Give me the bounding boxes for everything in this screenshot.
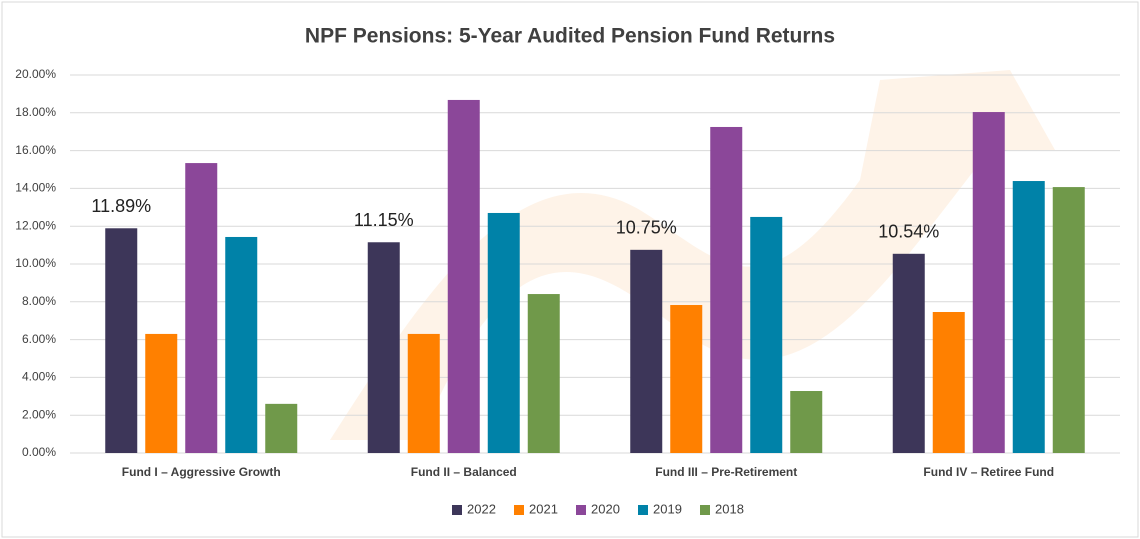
y-tick-label: 14.00% [15, 181, 56, 195]
y-tick-label: 2.00% [22, 407, 56, 421]
background-arrow [330, 70, 1055, 440]
bar [367, 242, 400, 453]
bar [225, 236, 258, 453]
bar [105, 228, 138, 453]
legend-label: 2021 [529, 501, 558, 516]
y-tick-label: 6.00% [22, 332, 56, 346]
bar [790, 391, 823, 453]
bar [145, 333, 178, 453]
bar [527, 294, 560, 453]
bar [750, 216, 783, 453]
plot-area: 0.00% 2.00% 4.00% 6.00% 8.00% 10.00% 12.00% 14.… [15, 67, 1120, 516]
y-tick-label: 12.00% [15, 218, 56, 232]
legend-label: 2018 [715, 501, 744, 516]
bar [710, 126, 743, 453]
data-label: 11.89% [91, 196, 151, 216]
bar [487, 212, 520, 453]
legend-label: 2019 [653, 501, 682, 516]
bar [1012, 181, 1045, 454]
bar [670, 305, 703, 453]
bar [265, 403, 298, 453]
legend-label: 2022 [467, 501, 496, 516]
legend-swatch [452, 505, 462, 515]
y-tick-label: 4.00% [22, 370, 56, 384]
legend-swatch [514, 505, 524, 515]
legend-swatch [700, 505, 710, 515]
x-tick-label: Fund I – Aggressive Growth [122, 465, 281, 479]
legend-label: 2020 [591, 501, 620, 516]
y-tick-label: 16.00% [15, 143, 56, 157]
legend-swatch [576, 505, 586, 515]
data-label: 10.54% [878, 222, 939, 242]
x-tick-label: Fund IV – Retiree Fund [923, 465, 1054, 479]
legend-swatch [638, 505, 648, 515]
bar [630, 249, 663, 453]
x-tick-label: Fund III – Pre-Retirement [655, 465, 797, 479]
bar [892, 253, 925, 453]
x-tick-label: Fund II – Balanced [411, 465, 517, 479]
data-label: 10.75% [616, 218, 677, 238]
y-tick-label: 10.00% [15, 256, 56, 270]
y-tick-label: 0.00% [22, 445, 56, 459]
bar [932, 312, 965, 453]
bar [407, 333, 440, 453]
bar [972, 112, 1005, 453]
bar [447, 99, 480, 453]
bar [185, 163, 218, 453]
y-tick-label: 8.00% [22, 294, 56, 308]
y-tick-label: 20.00% [15, 67, 56, 81]
data-label: 11.15% [354, 210, 414, 230]
chart-title: NPF Pensions: 5-Year Audited Pension Fun… [305, 25, 835, 48]
y-tick-label: 18.00% [15, 105, 56, 119]
bar [1052, 187, 1085, 453]
